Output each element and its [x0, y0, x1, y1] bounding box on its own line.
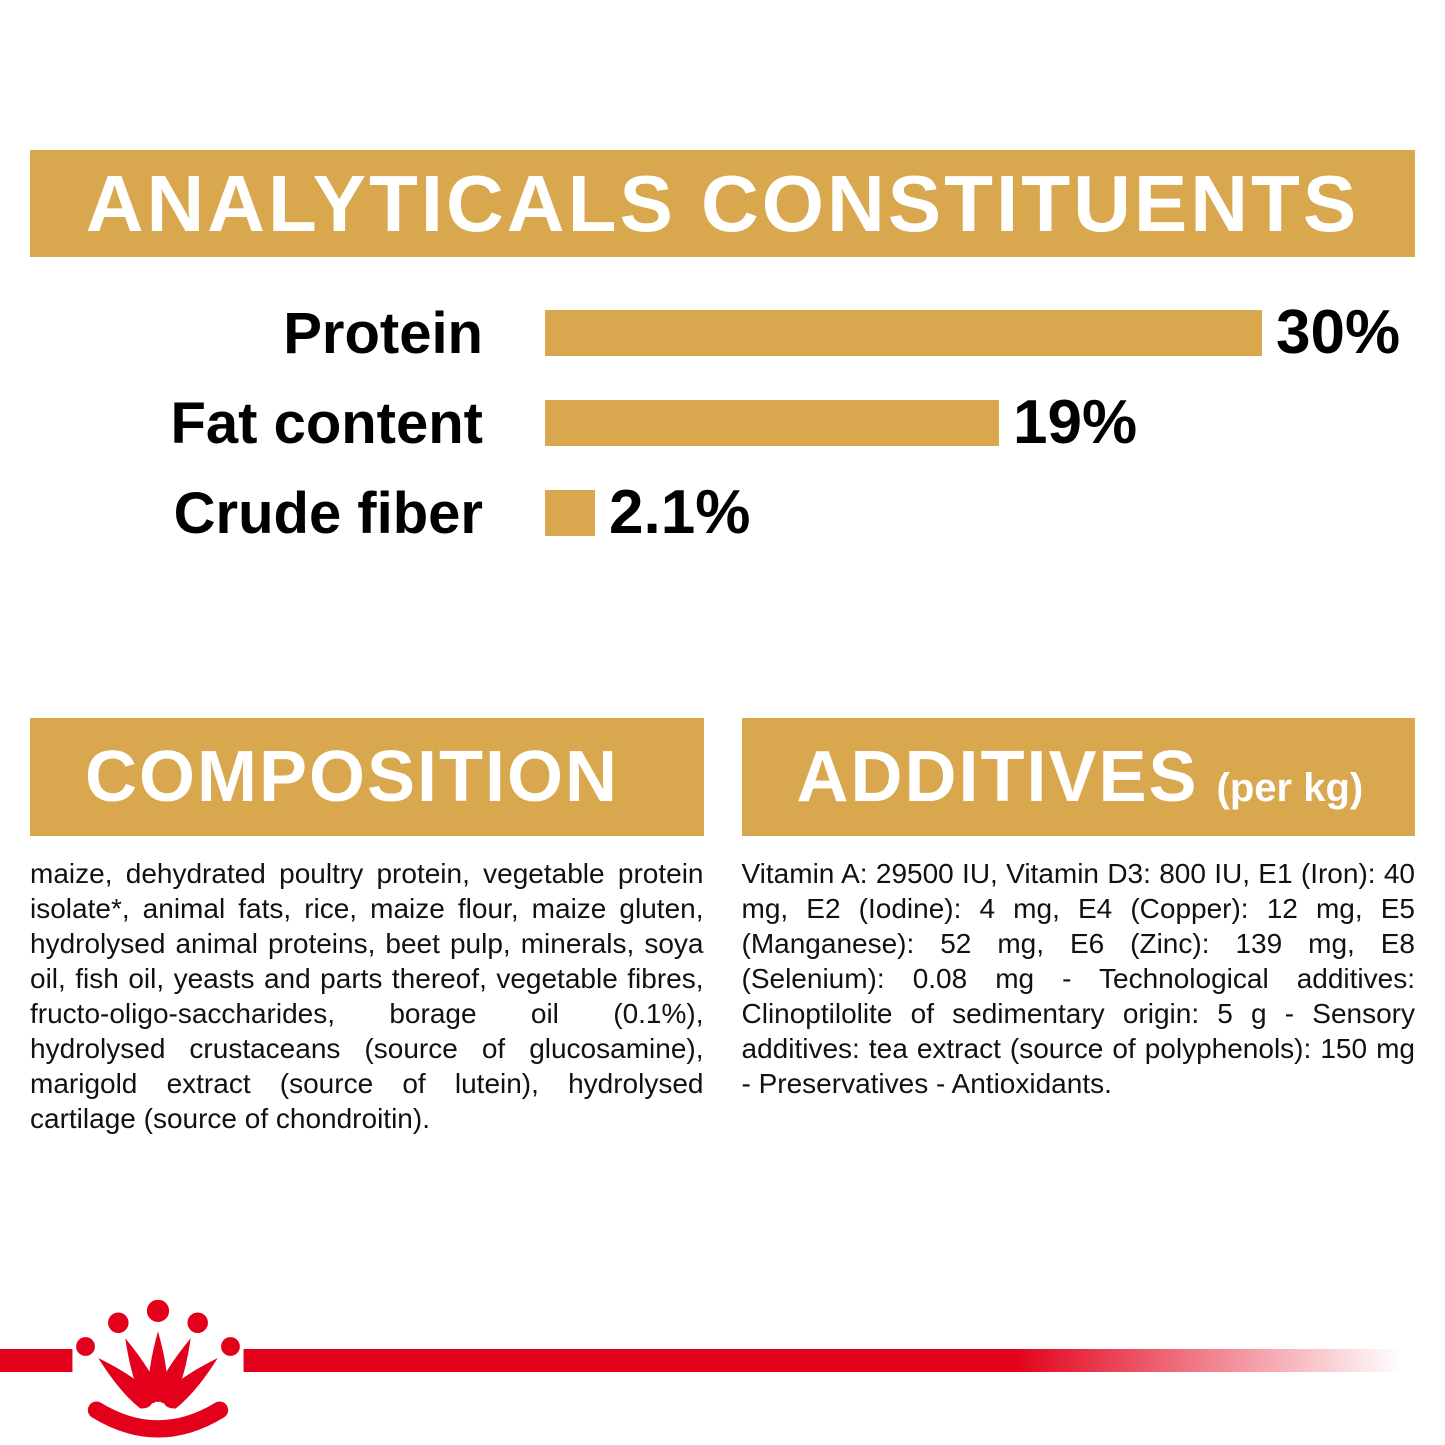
royal-canin-crown-logo: [72, 1292, 244, 1445]
chart-row: Fat content 19%: [0, 378, 1445, 468]
chart-bar: [545, 310, 1262, 356]
analyticals-banner: ANALYTICALS CONSTITUENTS: [30, 150, 1415, 257]
brand-stripe: [0, 1349, 1445, 1372]
additives-section: ADDITIVES (per kg) Vitamin A: 29500 IU, V…: [741, 718, 1416, 1101]
chart-bar-track: 2.1%: [545, 482, 1445, 544]
additives-title: ADDITIVES (per kg): [797, 718, 1364, 847]
chart-category-label: Crude fiber: [173, 480, 483, 546]
analyticals-title: ANALYTICALS CONSTITUENTS: [85, 158, 1360, 248]
chart-row: Protein 30%: [0, 288, 1445, 378]
chart-bar: [545, 490, 595, 536]
info-columns: COMPOSITION maize, dehydrated poultry pr…: [30, 718, 1415, 1136]
additives-body: Vitamin A: 29500 IU, Vitamin D3: 800 IU,…: [741, 858, 1416, 1099]
composition-banner: COMPOSITION: [30, 718, 704, 836]
chart-category-label: Fat content: [170, 390, 483, 456]
chart-bar-track: 19%: [545, 392, 1445, 454]
composition-section: COMPOSITION maize, dehydrated poultry pr…: [30, 718, 704, 1136]
analyticals-chart: Protein 30% Fat content 19% Crude fiber 2.1%: [0, 288, 1445, 558]
additives-banner: ADDITIVES (per kg): [741, 718, 1415, 836]
chart-rows: Protein 30% Fat content 19% Crude fiber 2.1%: [0, 288, 1445, 558]
composition-body: maize, dehydrated poultry protein, veget…: [30, 858, 704, 1134]
chart-value-label: 30%: [1276, 298, 1401, 367]
composition-title: COMPOSITION: [85, 737, 620, 817]
chart-bar-track: 30%: [545, 302, 1445, 364]
chart-bar: [545, 400, 999, 446]
additives-per-kg-label: (per kg): [1216, 766, 1364, 810]
chart-value-label: 19%: [1013, 388, 1138, 457]
chart-row: Crude fiber 2.1%: [0, 468, 1445, 558]
chart-value-label: 2.1%: [609, 478, 751, 547]
additives-title-text: ADDITIVES: [796, 737, 1199, 817]
chart-category-label: Protein: [283, 300, 483, 366]
